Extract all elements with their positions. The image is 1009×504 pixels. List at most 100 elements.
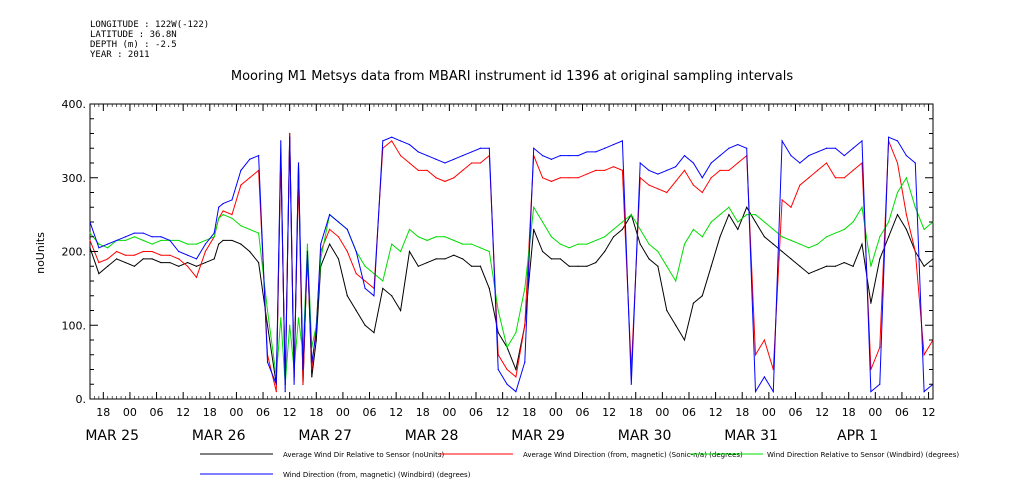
- series-3-point: [559, 243, 561, 245]
- date-label: MAR 29: [511, 428, 565, 444]
- legend: Average Wind Dir Relative to Sensor (noU…: [200, 451, 959, 479]
- series-4-point: [408, 143, 411, 146]
- series-2-point: [781, 199, 783, 201]
- series-line-3: [89, 176, 934, 385]
- series-4-point: [453, 158, 455, 160]
- series-2-point: [621, 169, 624, 171]
- series-3-point: [133, 236, 135, 238]
- series-2-point: [249, 177, 251, 179]
- series-3-point: [923, 228, 925, 230]
- metadata-block: LONGITUDE : 122W(-122) LATITUDE : 36.8N …: [90, 20, 209, 60]
- series-1-point: [231, 239, 233, 242]
- series-4-point: [289, 136, 291, 138]
- series-3-point: [187, 243, 189, 245]
- x-tick-label: 00: [229, 406, 243, 419]
- series-4-point: [834, 147, 836, 149]
- series-4-point: [728, 147, 730, 149]
- series-3-point: [746, 214, 748, 216]
- series-4-point: [914, 162, 916, 164]
- series-4-point: [151, 236, 153, 238]
- x-tick-label: 18: [203, 406, 217, 419]
- series-2-point: [399, 155, 402, 157]
- series-4-point: [160, 236, 162, 238]
- date-label: MAR 26: [192, 428, 246, 444]
- series-1-point: [187, 261, 189, 264]
- series-3-point: [515, 332, 517, 334]
- series-1-point: [701, 295, 703, 297]
- series-1-point: [488, 287, 490, 289]
- series-2-point: [799, 184, 801, 186]
- x-tick-label: 06: [256, 406, 270, 419]
- series-2-point: [825, 162, 828, 164]
- series-4-point: [328, 214, 331, 216]
- series-1-point: [577, 265, 579, 267]
- x-tick-label: 00: [868, 406, 882, 419]
- series-1-point: [417, 265, 419, 267]
- series-line-4: [89, 136, 934, 394]
- series-3-point: [888, 221, 890, 223]
- series-4-point: [426, 155, 428, 157]
- series-2-point: [701, 191, 703, 194]
- series-2-point: [426, 169, 428, 171]
- series-1-point: [870, 302, 872, 304]
- x-tick-label: 00: [123, 406, 137, 419]
- series-2-point: [763, 339, 766, 341]
- series-4-point: [541, 155, 544, 157]
- series-3-point: [675, 280, 677, 282]
- series-1-point: [315, 339, 317, 341]
- date-label: MAR 27: [298, 428, 352, 444]
- series-2-point: [391, 140, 393, 142]
- series-4-point: [692, 162, 695, 164]
- x-tick-label: 18: [96, 406, 110, 419]
- x-tick-label: 12: [283, 406, 297, 419]
- series-3-point: [825, 236, 828, 238]
- series-1-point: [382, 287, 384, 289]
- series-3-point: [870, 265, 872, 267]
- date-label: MAR 28: [405, 428, 459, 444]
- series-1-point: [346, 295, 348, 297]
- series-3-point: [861, 206, 863, 208]
- series-4-point: [595, 151, 597, 153]
- series-4-point: [577, 155, 579, 157]
- series-2-point: [515, 376, 517, 378]
- series-1-point: [462, 258, 464, 260]
- series-3-point: [98, 243, 100, 245]
- series-3-point: [408, 228, 411, 230]
- x-tick-label: 00: [442, 406, 456, 419]
- series-1-point: [817, 269, 819, 271]
- series-3-point: [808, 247, 810, 249]
- series-3-point: [905, 177, 907, 179]
- series-4-point: [302, 368, 304, 371]
- series-3-point: [506, 346, 508, 348]
- series-3-point: [817, 243, 819, 245]
- series-1-point: [648, 258, 650, 260]
- series-4-point: [293, 383, 295, 385]
- series-2-point: [160, 254, 162, 256]
- series-2-point: [142, 250, 144, 253]
- series-4-point: [861, 140, 863, 142]
- y-axis-label: noUnits: [34, 232, 47, 274]
- series-3-point: [914, 206, 916, 208]
- series-2-point: [843, 177, 845, 179]
- series-4-point: [488, 147, 490, 149]
- series-2-point: [595, 169, 597, 171]
- series-1-point: [258, 261, 260, 264]
- series-4-point: [258, 155, 260, 157]
- x-tick-label: 00: [336, 406, 350, 419]
- series-3-point: [763, 221, 766, 223]
- x-tick-label: 12: [176, 406, 190, 419]
- series-4-point: [763, 376, 766, 378]
- series-3-point: [89, 232, 91, 234]
- series-2-point: [914, 250, 916, 253]
- series-3-point: [630, 214, 632, 216]
- series-4-point: [399, 140, 402, 142]
- legend-label-1: Average Wind Dir Relative to Sensor (noU…: [283, 451, 444, 459]
- series-3-point: [204, 239, 206, 242]
- series-3-point: [382, 280, 384, 282]
- series-3-point: [280, 317, 282, 319]
- series-4-point: [515, 391, 517, 393]
- series-4-point: [240, 169, 242, 171]
- series-3-point: [666, 265, 668, 267]
- series-1-point: [107, 265, 109, 267]
- series-1-point: [905, 228, 907, 230]
